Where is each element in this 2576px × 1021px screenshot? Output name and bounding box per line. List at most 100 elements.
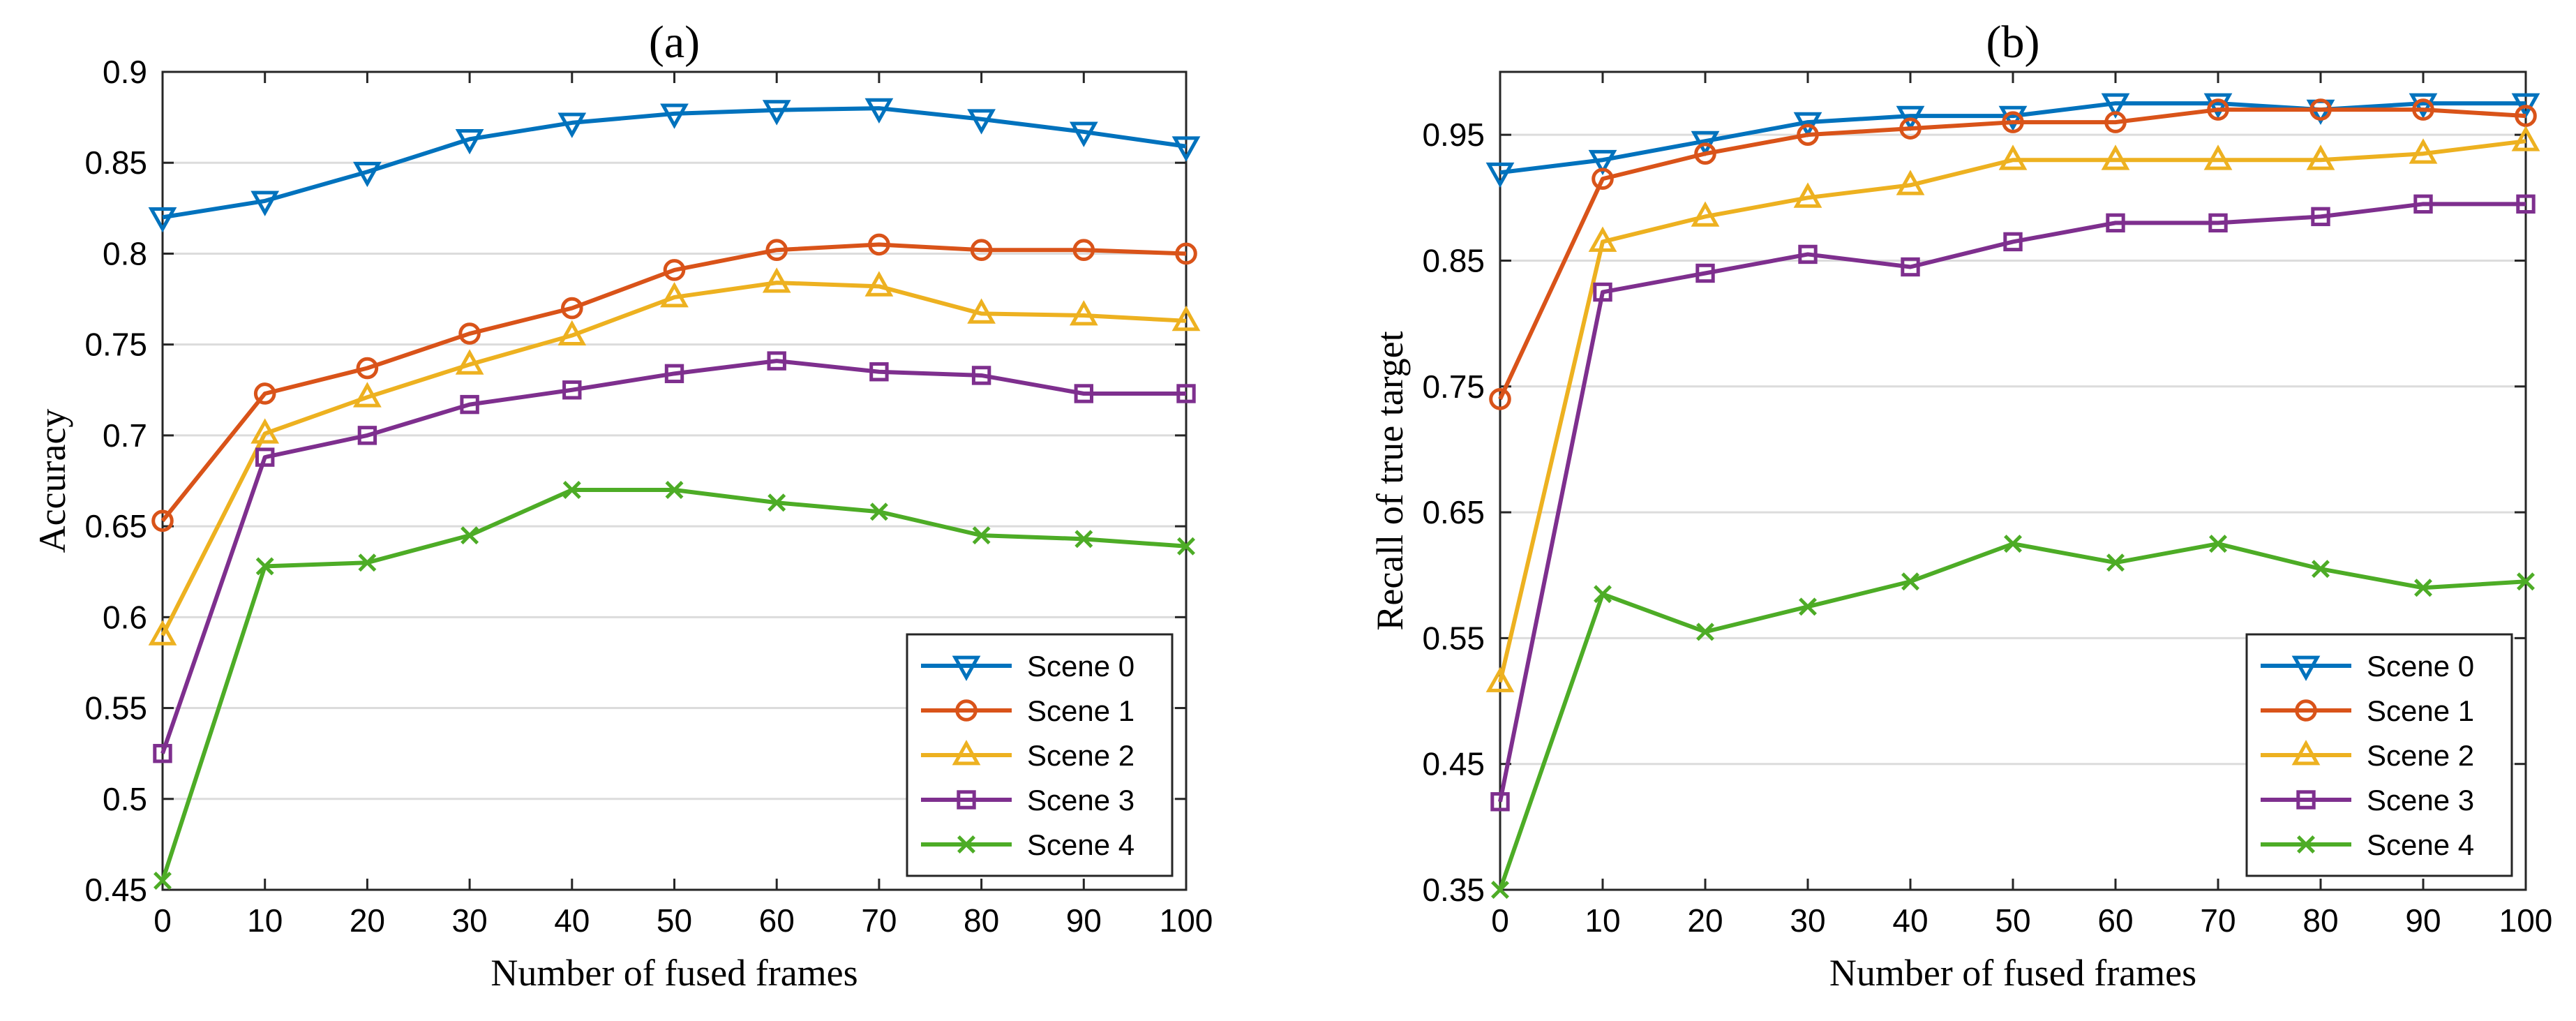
y-axis: 0.45 0.5 0.55 0.6 0.65 0.7 0.75 0.8 0.85 0.9	[84, 54, 1186, 908]
legend-entry: Scene 2	[2261, 739, 2474, 772]
data-point	[1171, 305, 1201, 331]
data-point	[970, 239, 993, 262]
y-axis: 0.35 0.45 0.55 0.65 0.75 0.85 0.95	[1422, 117, 2526, 908]
series-line	[1498, 139, 2526, 683]
data-point	[972, 526, 991, 545]
data-point	[864, 271, 894, 297]
legend-entry: Scene 1	[2261, 694, 2474, 727]
y-tick-label: 0.55	[1422, 620, 1485, 656]
data-point	[765, 239, 788, 262]
chart-title: (a)	[649, 17, 700, 68]
legend-marker	[952, 740, 981, 766]
legend-label: Scene 2	[1027, 739, 1135, 772]
data-point	[1175, 242, 1197, 265]
x-tick-label: 90	[2405, 902, 2441, 939]
data-point	[1072, 239, 1095, 262]
legend-marker	[2297, 835, 2315, 854]
data-point	[2414, 579, 2432, 597]
chart-a: 0 10 20 30 40 50 60 70 80 90 100 0.45 0.5 0.55 0.6 0.65…	[31, 17, 1213, 994]
data-point	[557, 320, 587, 346]
data-point	[2516, 194, 2536, 214]
series-1	[1489, 98, 2537, 410]
data-point	[255, 557, 274, 576]
data-point	[869, 362, 889, 382]
data-point	[868, 233, 890, 256]
data-point	[1696, 623, 1714, 641]
y-tick-label: 0.8	[103, 235, 147, 271]
data-point	[2106, 553, 2125, 572]
data-point	[1485, 666, 1515, 692]
data-point	[1691, 131, 1720, 157]
data-point	[458, 322, 481, 345]
x-tick-label: 100	[2499, 902, 2553, 939]
legend-label: Scene 0	[1027, 650, 1135, 683]
legend-marker	[957, 790, 976, 810]
series-line	[160, 359, 1186, 754]
data-point	[1901, 257, 1920, 277]
data-point	[1798, 244, 1818, 264]
series-0	[1485, 93, 2540, 188]
data-point	[665, 481, 684, 499]
x-tick-label: 60	[759, 902, 795, 939]
series-line	[1498, 202, 2526, 803]
data-point	[664, 364, 684, 384]
legend-marker	[2296, 790, 2316, 810]
series-3	[153, 351, 1196, 763]
data-point	[1594, 585, 1612, 604]
data-point	[2101, 93, 2130, 119]
y-tick-label: 0.7	[103, 417, 147, 454]
x-tick-label: 80	[2302, 902, 2338, 939]
data-point	[1593, 282, 1612, 302]
data-point	[460, 526, 479, 545]
x-axis-label: Number of fused frames	[1829, 952, 2196, 994]
legend-marker	[2291, 655, 2321, 681]
data-point	[2003, 232, 2023, 252]
x-tick-label: 70	[861, 902, 897, 939]
data-point	[767, 493, 786, 512]
x-tick-label: 80	[964, 902, 999, 939]
data-point	[1896, 170, 1925, 195]
x-tick-label: 60	[2097, 902, 2133, 939]
y-tick-label: 0.55	[84, 690, 147, 726]
legend-entry: Scene 4	[2261, 828, 2474, 861]
x-tick-label: 0	[1491, 902, 1509, 939]
data-point	[864, 98, 894, 124]
legend: Scene 0 Scene 1 Scene 2 Scene 3 Scene 4	[2245, 633, 2513, 877]
data-point	[253, 382, 276, 405]
legend-label: Scene 4	[2367, 828, 2474, 861]
data-point	[2412, 98, 2434, 121]
data-point	[1490, 792, 1510, 812]
data-point	[1592, 167, 1614, 191]
x-tick-label: 50	[1995, 902, 2030, 939]
data-point	[455, 128, 484, 155]
y-tick-label: 0.75	[84, 327, 147, 363]
data-point	[356, 357, 379, 380]
data-point	[562, 380, 582, 400]
series-line	[1499, 101, 2526, 175]
data-point	[762, 267, 791, 293]
data-point	[561, 297, 583, 320]
x-tick-label: 10	[247, 902, 283, 939]
data-point	[358, 553, 377, 572]
data-point	[869, 502, 888, 521]
data-point	[1074, 530, 1093, 549]
data-point	[1797, 124, 1819, 146]
data-point	[967, 109, 996, 135]
data-point	[1998, 105, 2028, 132]
x-tick-label: 0	[153, 902, 172, 939]
data-point	[2511, 93, 2540, 119]
data-point	[455, 349, 484, 375]
x-tick-label: 50	[657, 902, 692, 939]
data-point	[1799, 597, 1817, 616]
x-tick-label: 30	[1790, 902, 1825, 939]
data-point	[1694, 142, 1716, 165]
data-point	[2106, 213, 2125, 233]
data-point	[1171, 136, 1201, 162]
series-3	[1490, 194, 2536, 812]
legend: Scene 0 Scene 1 Scene 2 Scene 3 Scene 4	[906, 633, 1174, 877]
data-point	[460, 394, 479, 415]
data-point	[2004, 535, 2022, 553]
data-point	[1896, 105, 1925, 132]
data-point	[660, 282, 689, 308]
y-tick-label: 0.75	[1422, 368, 1485, 405]
